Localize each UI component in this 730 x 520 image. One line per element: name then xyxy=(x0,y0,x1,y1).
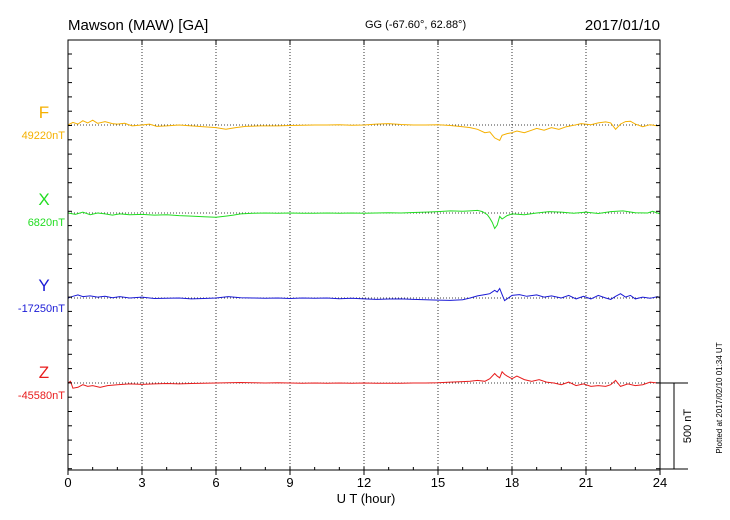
series-baseline-f: 49220nT xyxy=(22,130,66,142)
chart-date: 2017/01/10 xyxy=(585,17,660,34)
series-name-x: X xyxy=(38,190,49,209)
plot-timestamp: Plotted at 2017/02/10 01:34 UT xyxy=(715,342,724,453)
series-baseline-y: -17250nT xyxy=(18,303,65,315)
series-baseline-x: 6820nT xyxy=(28,217,66,229)
x-tick-label: 18 xyxy=(505,475,519,490)
x-tick-label: 15 xyxy=(431,475,445,490)
scale-bar: 500 nT xyxy=(660,382,694,470)
scale-bar-label: 500 nT xyxy=(682,409,694,444)
chart-title: Mawson (MAW) [GA] xyxy=(68,17,208,34)
x-tick-label: 12 xyxy=(357,475,371,490)
x-tick-label: 6 xyxy=(212,475,219,490)
x-tick-label: 3 xyxy=(138,475,145,490)
series-line-y xyxy=(67,287,661,302)
plot-frame xyxy=(67,39,661,471)
series-line-f xyxy=(67,119,661,142)
x-axis-label: U T (hour) xyxy=(337,491,396,506)
series-baseline-z: -45580nT xyxy=(18,390,65,402)
grid xyxy=(141,40,587,470)
x-tick-label: 0 xyxy=(64,475,71,490)
axis-ticks: 0 3 6 9 12 15 18 21 24 xyxy=(64,40,667,490)
station-coordinates: GG (-67.60°, 62.88°) xyxy=(365,19,466,31)
series-line-z xyxy=(67,370,660,389)
series-name-z: Z xyxy=(39,363,49,382)
series-labels: F 49220nT X 6820nT Y -17250nT Z -45580nT xyxy=(18,103,65,402)
series-line-x xyxy=(67,209,661,230)
series-lines xyxy=(67,119,661,389)
series-name-y: Y xyxy=(38,276,49,295)
x-tick-label: 24 xyxy=(653,475,667,490)
series-name-f: F xyxy=(39,103,49,122)
x-tick-label: 9 xyxy=(286,475,293,490)
x-tick-label: 21 xyxy=(579,475,593,490)
